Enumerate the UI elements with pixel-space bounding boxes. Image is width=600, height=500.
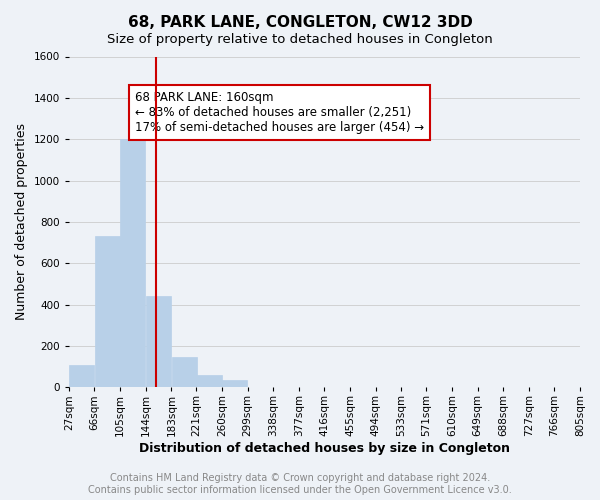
- X-axis label: Distribution of detached houses by size in Congleton: Distribution of detached houses by size …: [139, 442, 510, 455]
- Bar: [197, 375, 221, 388]
- Bar: [95, 236, 120, 388]
- Bar: [69, 364, 94, 388]
- Text: 68 PARK LANE: 160sqm
← 83% of detached houses are smaller (2,251)
17% of semi-de: 68 PARK LANE: 160sqm ← 83% of detached h…: [135, 91, 424, 134]
- Text: Contains HM Land Registry data © Crown copyright and database right 2024.
Contai: Contains HM Land Registry data © Crown c…: [88, 474, 512, 495]
- Bar: [121, 139, 145, 388]
- Bar: [172, 358, 197, 388]
- Text: Size of property relative to detached houses in Congleton: Size of property relative to detached ho…: [107, 32, 493, 46]
- Y-axis label: Number of detached properties: Number of detached properties: [15, 124, 28, 320]
- Bar: [222, 380, 247, 388]
- Text: 68, PARK LANE, CONGLETON, CW12 3DD: 68, PARK LANE, CONGLETON, CW12 3DD: [128, 15, 472, 30]
- Bar: [146, 296, 171, 388]
